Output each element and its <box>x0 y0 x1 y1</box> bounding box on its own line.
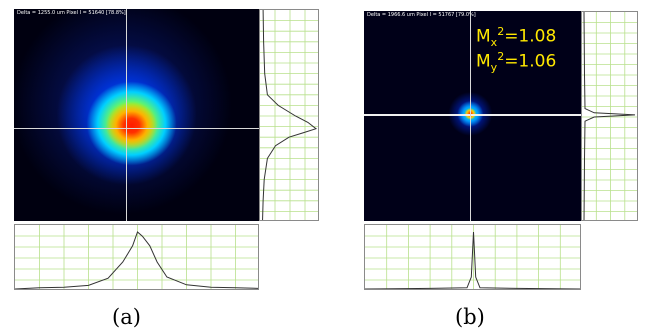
vertical-profile-b <box>581 11 638 221</box>
beam-image-a: Delta = 1255.0 um Pixel I = 51640 [78.8%… <box>14 9 259 221</box>
caption-b: (b) <box>455 305 485 329</box>
readout-b: Delta = 1966.6 um Pixel I = 51767 [79.0%… <box>367 12 476 18</box>
horizontal-profile-b <box>364 224 581 290</box>
my-squared-value: My2=1.06 <box>476 50 557 75</box>
vertical-profile-b-trace <box>583 12 636 220</box>
horizontal-profile-a-trace <box>15 231 258 289</box>
mx-squared-value: Mx2=1.08 <box>476 25 557 50</box>
readout-a: Delta = 1255.0 um Pixel I = 51640 [78.8%… <box>17 10 126 16</box>
crosshair-horizontal-a <box>14 128 259 129</box>
crosshair-vertical-b <box>470 11 471 221</box>
crosshair-vertical-a <box>126 9 127 221</box>
vertical-profile-a <box>259 9 319 221</box>
horizontal-profile-a <box>14 224 259 290</box>
horizontal-profile-b-trace <box>365 231 580 289</box>
beam-image-b: Delta = 1966.6 um Pixel I = 51767 [79.0%… <box>364 11 581 221</box>
caption-a: (a) <box>112 305 141 329</box>
crosshair-horizontal-b <box>364 114 581 116</box>
vertical-profile-a-trace <box>262 10 318 220</box>
